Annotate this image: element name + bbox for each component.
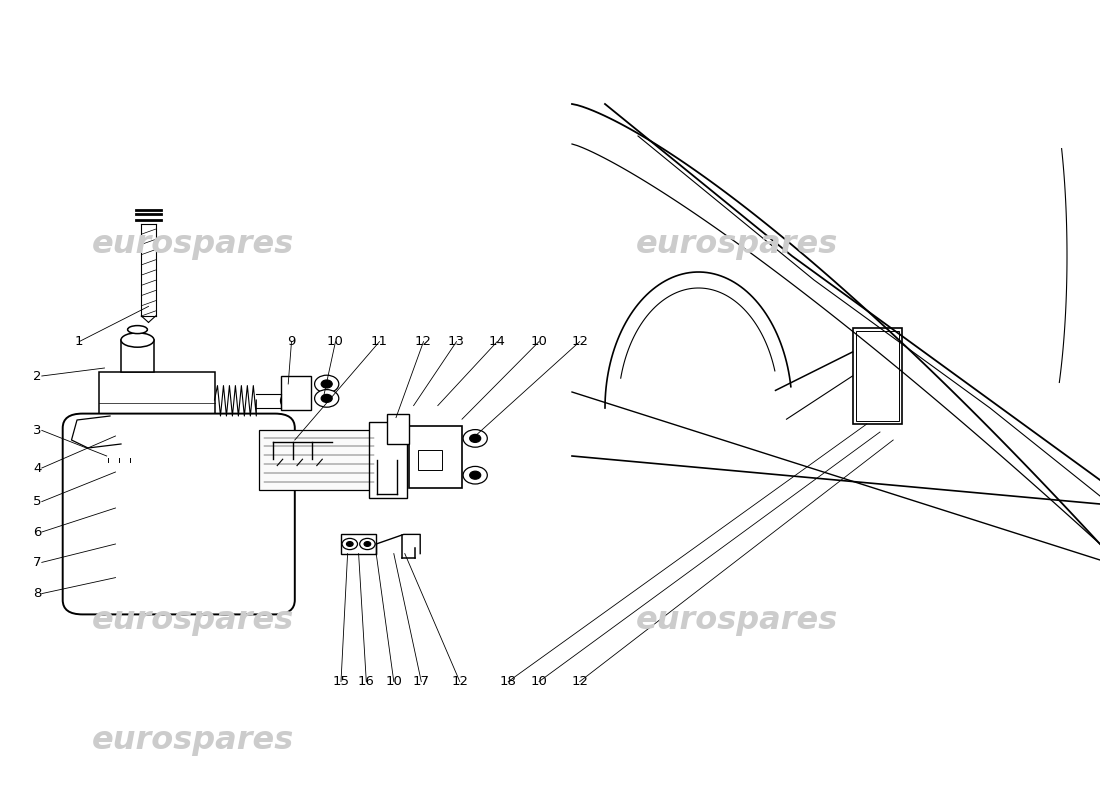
Text: eurospares: eurospares (91, 725, 294, 755)
Text: 15: 15 (332, 675, 350, 688)
Circle shape (470, 471, 481, 479)
Text: 10: 10 (327, 335, 344, 348)
Circle shape (288, 397, 299, 405)
Circle shape (280, 391, 307, 410)
Text: eurospares: eurospares (91, 229, 294, 259)
Ellipse shape (121, 333, 154, 347)
Text: 17: 17 (412, 675, 430, 688)
Bar (856, 331, 899, 421)
Bar (368, 422, 407, 498)
Text: 12: 12 (415, 335, 432, 348)
Ellipse shape (128, 326, 147, 334)
Text: 14: 14 (488, 335, 506, 348)
Circle shape (315, 390, 339, 407)
Text: 5: 5 (33, 495, 42, 508)
Text: 7: 7 (33, 556, 42, 569)
Circle shape (463, 466, 487, 484)
Text: eurospares: eurospares (636, 605, 838, 635)
Circle shape (364, 542, 371, 546)
FancyBboxPatch shape (63, 414, 295, 614)
Text: 1: 1 (75, 335, 84, 348)
Bar (102, 446, 139, 458)
Text: eurospares: eurospares (91, 605, 294, 635)
Text: 9: 9 (287, 335, 296, 348)
Text: 6: 6 (33, 526, 42, 538)
Circle shape (342, 538, 358, 550)
Bar (409, 426, 462, 488)
Bar (418, 450, 442, 470)
Text: 10: 10 (385, 675, 403, 688)
Circle shape (315, 375, 339, 393)
Text: 8: 8 (33, 587, 42, 600)
Text: eurospares: eurospares (636, 229, 838, 259)
Text: 10: 10 (530, 675, 548, 688)
Ellipse shape (69, 414, 256, 458)
Text: 18: 18 (499, 675, 517, 688)
Circle shape (360, 538, 375, 550)
Text: 11: 11 (371, 335, 388, 348)
Text: 16: 16 (358, 675, 375, 688)
Bar (258, 430, 380, 490)
Text: 13: 13 (448, 335, 465, 348)
Text: 10: 10 (530, 335, 548, 348)
Text: 2: 2 (33, 370, 42, 382)
Circle shape (321, 394, 332, 402)
Circle shape (346, 542, 353, 546)
Circle shape (463, 430, 487, 447)
Text: 4: 4 (33, 462, 42, 474)
Text: 12: 12 (451, 675, 469, 688)
Bar (341, 534, 376, 554)
Circle shape (321, 380, 332, 388)
Bar (852, 328, 902, 424)
Text: 12: 12 (571, 675, 588, 688)
Circle shape (470, 434, 481, 442)
Bar (280, 376, 311, 410)
Bar (387, 414, 409, 444)
Bar (99, 372, 214, 424)
Circle shape (126, 426, 144, 438)
Text: 3: 3 (33, 424, 42, 437)
Bar (121, 340, 154, 372)
Text: 12: 12 (571, 335, 588, 348)
